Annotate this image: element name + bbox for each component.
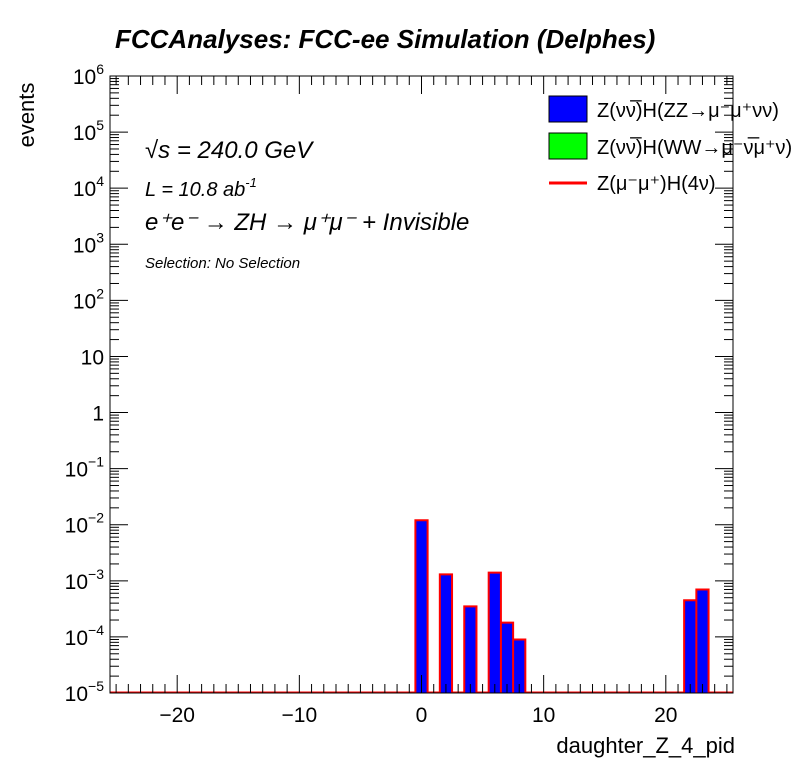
sqrt-s-annotation: √s = 240.0 GeV bbox=[145, 137, 314, 164]
x-tick-label: 10 bbox=[532, 704, 555, 727]
y-tick-label: 10−3 bbox=[65, 566, 105, 594]
chart-title: FCCAnalyses: FCC-ee Simulation (Delphes) bbox=[115, 24, 655, 54]
histogram-bar bbox=[683, 599, 697, 694]
legend-entry-label: Z(μ⁻μ⁺)H(4ν) bbox=[597, 173, 716, 195]
x-axis-label: daughter_Z_4_pid bbox=[556, 733, 735, 758]
legend-swatch bbox=[548, 132, 588, 160]
legend: Z(νν̅)H(ZZ→μ⁻μ⁺νν) Z(νν̅)H(WW→μ⁻ν̅μ⁺ν) Z(μ… bbox=[548, 95, 792, 195]
histogram-bar bbox=[463, 605, 477, 694]
x-tick-label: −20 bbox=[159, 704, 195, 727]
y-axis-ticks: 10−5 10−4 10−3 10−2 10−1 1 10 102 103 104 105 106 bbox=[65, 61, 733, 706]
luminosity-text: L = 10.8 ab bbox=[145, 179, 245, 201]
y-tick-label: 102 bbox=[73, 285, 104, 313]
y-tick-label: 105 bbox=[73, 117, 104, 145]
y-tick-label: 10−2 bbox=[65, 510, 105, 538]
y-tick-label: 1 bbox=[92, 403, 104, 426]
luminosity-exponent: -1 bbox=[245, 175, 257, 190]
x-axis-ticks: −20 −10 0 10 20 bbox=[115, 76, 728, 727]
legend-entry-label: Z(νν̅)H(ZZ→μ⁻μ⁺νν) bbox=[597, 99, 779, 122]
histogram-bar bbox=[488, 572, 502, 694]
legend-entry-label: Z(νν̅)H(WW→μ⁻ν̅μ⁺ν) bbox=[597, 136, 792, 159]
y-tick-label: 103 bbox=[73, 229, 104, 257]
histogram-bar bbox=[414, 519, 429, 694]
histogram-bar bbox=[500, 622, 514, 694]
y-tick-label: 10−5 bbox=[65, 678, 105, 706]
x-tick-label: −10 bbox=[282, 704, 318, 727]
y-tick-label: 10 bbox=[81, 346, 104, 369]
histogram-bar bbox=[439, 573, 453, 694]
selection-annotation: Selection: No Selection bbox=[145, 255, 300, 272]
y-tick-label: 104 bbox=[73, 173, 104, 201]
luminosity-annotation: L = 10.8 ab-1 bbox=[145, 175, 257, 201]
y-axis-label: events bbox=[14, 83, 39, 148]
x-tick-label: 0 bbox=[416, 704, 428, 727]
x-tick-label: 20 bbox=[654, 704, 677, 727]
histogram-bars bbox=[110, 519, 733, 694]
y-tick-label: 106 bbox=[73, 61, 104, 89]
y-tick-label: 10−4 bbox=[65, 622, 105, 650]
y-tick-label: 10−1 bbox=[65, 454, 105, 482]
legend-swatch bbox=[548, 95, 588, 123]
process-annotation: e⁺e⁻ → ZH → μ⁺μ⁻ + Invisible bbox=[145, 209, 469, 236]
histogram-bar bbox=[695, 589, 710, 694]
